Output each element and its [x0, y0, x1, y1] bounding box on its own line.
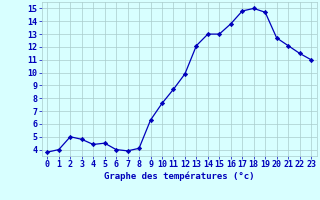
X-axis label: Graphe des températures (°c): Graphe des températures (°c)	[104, 172, 254, 181]
